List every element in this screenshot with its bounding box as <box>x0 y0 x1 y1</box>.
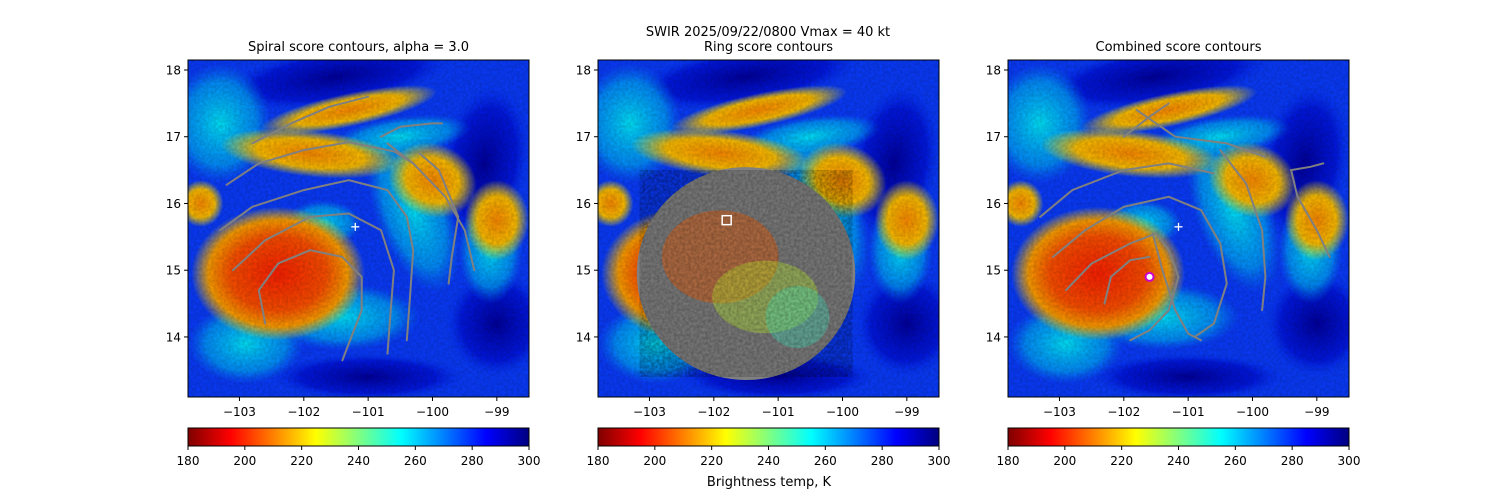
y-tick-label: 16 <box>576 197 591 211</box>
y-tick-label: 17 <box>986 130 1001 144</box>
colorbar-tick-label: 180 <box>587 454 610 468</box>
x-tick-label: −100 <box>416 405 449 419</box>
figure-title: SWIR 2025/09/22/0800 Vmax = 40 kt <box>646 25 890 40</box>
brightness-temp-image <box>598 60 939 397</box>
y-tick-label: 15 <box>166 264 181 278</box>
spiral-contour <box>418 152 460 285</box>
colorbar-tick-label: 180 <box>997 454 1020 468</box>
spiral-contour <box>380 122 444 138</box>
combined-contour <box>1103 255 1151 305</box>
panel-spiral: Spiral score contours, alpha = 3.0 −103 −1… <box>166 40 541 468</box>
colorbar-tick-label: 240 <box>347 454 370 468</box>
spiral-contour <box>232 212 395 355</box>
panel-title: Spiral score contours, alpha = 3.0 <box>248 40 469 55</box>
colorbar-tick-label: 300 <box>518 454 541 468</box>
colorbar-tick-label: 280 <box>871 454 894 468</box>
x-tick-label: −102 <box>697 405 730 419</box>
x-tick-label: −102 <box>287 405 320 419</box>
y-tick-label: 14 <box>166 330 181 344</box>
y-tick-label: 14 <box>986 330 1001 344</box>
colorbar-tick-label: 200 <box>643 454 666 468</box>
combined-contour <box>1135 109 1267 158</box>
y-tick-label: 16 <box>166 197 181 211</box>
y-tick-label: 18 <box>576 64 591 78</box>
combined-contour <box>1052 195 1228 338</box>
x-tick-label: −103 <box>223 405 256 419</box>
x-tick-label: −100 <box>826 405 859 419</box>
combined-contour <box>1290 162 1325 172</box>
x-tick-label: −103 <box>633 405 666 419</box>
x-tick-label: −102 <box>1107 405 1140 419</box>
combined-contour <box>1219 149 1267 312</box>
combined-contour <box>1151 232 1202 342</box>
y-tick-label: 14 <box>576 330 591 344</box>
x-tick-label: −99 <box>484 405 509 419</box>
colorbar-tick-label: 280 <box>461 454 484 468</box>
combined-contour <box>1122 102 1170 138</box>
colorbar-tick-label: 260 <box>814 454 837 468</box>
colorbar-tick-label: 240 <box>1167 454 1190 468</box>
y-tick-label: 17 <box>576 130 591 144</box>
colorbar-tick-label: 200 <box>1053 454 1076 468</box>
spiral-contour <box>225 141 415 186</box>
colorbar-tick-label: 240 <box>757 454 780 468</box>
x-tick-label: −99 <box>894 405 919 419</box>
colorbar-tick-label: 180 <box>177 454 200 468</box>
brightness-temp-image <box>1008 60 1349 397</box>
axes-frame <box>597 59 940 398</box>
y-tick-label: 16 <box>986 197 1001 211</box>
combined-center-circle-marker <box>1144 271 1155 282</box>
colorbar <box>1007 427 1350 447</box>
panel-title: Combined score contours <box>1096 40 1262 55</box>
colorbar-tick-label: 300 <box>928 454 951 468</box>
colorbar-tick-label: 220 <box>1110 454 1133 468</box>
colorbar <box>597 427 940 447</box>
panel-combined: Combined score contours −103 −102 −101 −100 −… <box>986 40 1361 468</box>
center-plus-marker <box>351 222 360 231</box>
axes-frame <box>187 59 530 398</box>
panel-ring: Ring score contours −103 −102 −101 −100 −99 14… <box>576 40 951 468</box>
score-contours <box>219 95 476 362</box>
ring-center-square-marker <box>721 214 732 226</box>
combined-contour <box>1290 169 1331 258</box>
x-tick-label: −101 <box>762 405 795 419</box>
colorbar <box>187 427 530 447</box>
colorbar-tick-label: 200 <box>233 454 256 468</box>
spiral-contour <box>219 179 415 342</box>
colorbar-label: Brightness temp, K <box>707 475 832 490</box>
y-tick-label: 18 <box>986 64 1001 78</box>
colorbar-tick-label: 260 <box>1224 454 1247 468</box>
colorbar-tick-label: 280 <box>1281 454 1304 468</box>
center-plus-marker <box>1174 222 1183 231</box>
x-tick-label: −103 <box>1043 405 1076 419</box>
spiral-contour <box>251 95 370 145</box>
colorbar-tick-label: 220 <box>290 454 313 468</box>
x-tick-label: −101 <box>352 405 385 419</box>
axes-frame <box>1007 59 1350 398</box>
y-tick-label: 15 <box>576 264 591 278</box>
score-contours <box>1039 102 1331 342</box>
y-tick-label: 15 <box>986 264 1001 278</box>
spiral-contour <box>257 249 363 362</box>
x-tick-label: −100 <box>1236 405 1269 419</box>
combined-contour <box>1064 232 1180 342</box>
spiral-contour <box>386 142 476 272</box>
y-tick-label: 18 <box>166 64 181 78</box>
x-tick-label: −99 <box>1304 405 1329 419</box>
colorbar-tick-label: 220 <box>700 454 723 468</box>
colorbar-tick-label: 260 <box>404 454 427 468</box>
y-tick-label: 17 <box>166 130 181 144</box>
x-tick-label: −101 <box>1172 405 1205 419</box>
brightness-temp-image <box>188 60 529 397</box>
colorbar-tick-label: 300 <box>1338 454 1361 468</box>
combined-contour <box>1039 162 1215 218</box>
panel-title: Ring score contours <box>704 40 833 55</box>
